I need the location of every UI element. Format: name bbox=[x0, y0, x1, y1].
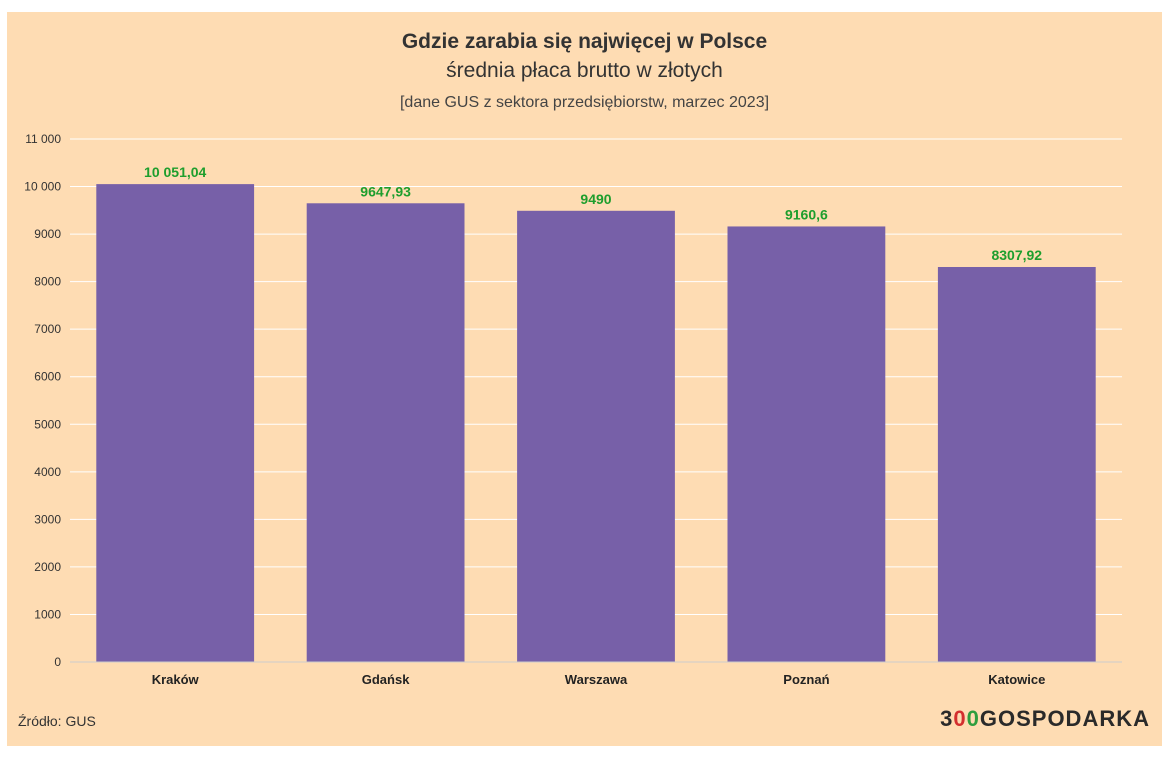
y-tick-label: 6000 bbox=[34, 370, 61, 384]
data-label: 10 051,04 bbox=[144, 164, 206, 180]
chart-frame: Gdzie zarabia się najwięcej w Polsce śre… bbox=[7, 12, 1162, 746]
y-tick-label: 8000 bbox=[34, 275, 61, 289]
data-label: 9490 bbox=[580, 191, 611, 207]
chart-title: Gdzie zarabia się najwięcej w Polsce bbox=[401, 30, 768, 53]
bar bbox=[727, 226, 886, 662]
logo-digit-zero-green: 0 bbox=[966, 706, 980, 731]
y-tick-label: 3000 bbox=[34, 512, 61, 526]
y-tick-label: 7000 bbox=[34, 322, 61, 336]
logo-digit-3: 3 bbox=[940, 706, 954, 731]
bar bbox=[517, 210, 675, 662]
data-label: 9647,93 bbox=[360, 183, 411, 199]
x-tick-label: Poznań bbox=[783, 672, 829, 687]
bar bbox=[96, 184, 255, 663]
y-tick-label: 2000 bbox=[34, 560, 61, 574]
bar bbox=[937, 266, 1096, 662]
x-tick-label: Kraków bbox=[152, 672, 200, 687]
source-note: Źródło: GUS bbox=[18, 713, 96, 729]
logo-word: GOSPODARKA bbox=[979, 706, 1150, 731]
chart-subtitle: średnia płaca brutto w złotych bbox=[446, 59, 723, 82]
y-tick-label: 9000 bbox=[34, 227, 61, 241]
chart-note: [dane GUS z sektora przedsiębiorstw, mar… bbox=[399, 94, 770, 111]
bar bbox=[306, 203, 465, 662]
x-tick-label: Gdańsk bbox=[362, 672, 410, 687]
y-tick-label: 5000 bbox=[34, 417, 61, 431]
y-tick-label: 4000 bbox=[34, 465, 61, 479]
data-label: 9160,6 bbox=[785, 206, 828, 222]
brand-logo: 300GOSPODARKA bbox=[940, 706, 1150, 732]
bar-chart: 0 1000 2000 3000 4000 5000 6000 7000 8000 9000 10 … bbox=[24, 132, 1122, 687]
y-tick-label: 10 000 bbox=[24, 180, 61, 194]
y-tick-label: 11 000 bbox=[25, 132, 61, 146]
y-tick-label: 0 bbox=[54, 655, 61, 669]
x-tick-label: Warszawa bbox=[565, 672, 628, 687]
x-tick-label: Katowice bbox=[988, 672, 1045, 687]
y-tick-label: 1000 bbox=[34, 607, 61, 621]
data-label: 8307,92 bbox=[991, 247, 1042, 263]
logo-digit-zero-red: 0 bbox=[953, 706, 967, 731]
